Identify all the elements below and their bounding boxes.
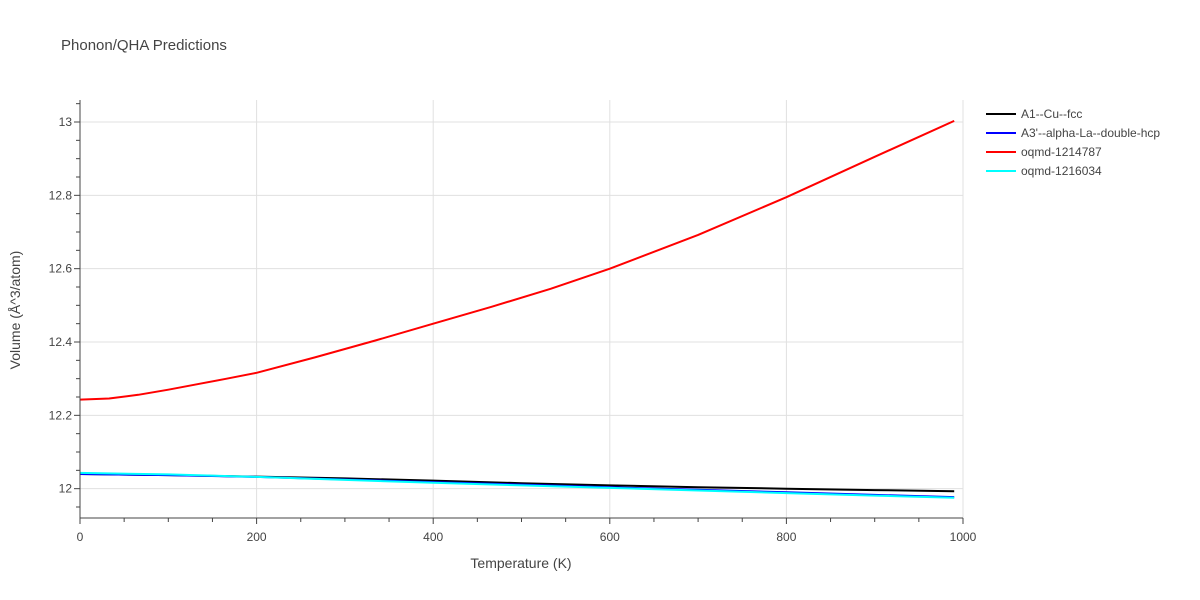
x-tick-label: 600 [600,530,620,544]
series-line-3 [79,119,955,401]
axes: 0 200 400 600 800 1000 12 12.2 12.4 12.6 12.8 13 [49,100,977,544]
x-tick-label: 400 [423,530,443,544]
chart-title: Phonon/QHA Predictions [61,37,227,54]
x-tick-label: 200 [247,530,267,544]
legend: A1--Cu--fcc A3'--alpha-La--double-hcp oqmd… [986,107,1160,178]
y-tick-label: 12.2 [49,408,73,422]
y-tick-label: 12.6 [49,262,73,276]
legend-label-2[interactable]: A3'--alpha-La--double-hcp [1021,126,1160,140]
x-tick-label: 800 [776,530,796,544]
x-tick-label: 1000 [950,530,977,544]
series-layer [79,119,955,499]
legend-label-4[interactable]: oqmd-1216034 [1021,164,1102,178]
x-tick-label: 0 [77,530,84,544]
legend-label-1[interactable]: A1--Cu--fcc [1021,107,1082,121]
y-tick-label: 12 [59,482,73,496]
grid [80,100,964,518]
y-tick-label: 12.4 [49,335,73,349]
legend-label-3[interactable]: oqmd-1214787 [1021,145,1102,159]
x-axis-label: Temperature (K) [470,555,571,571]
y-axis-label: Volume (Å^3/atom) [7,251,23,370]
y-tick-label: 12.8 [49,188,73,202]
series-line-4 [79,471,955,499]
y-tick-label: 13 [59,115,73,129]
